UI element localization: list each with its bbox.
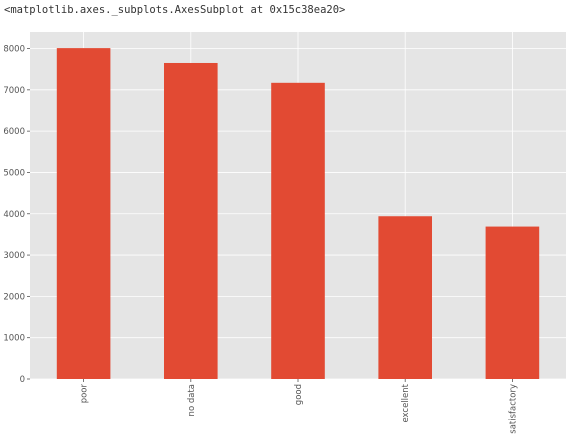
y-tick-label: 0	[20, 375, 25, 385]
x-tick-label: excellent	[401, 383, 411, 422]
x-tick-label: no data	[187, 384, 197, 416]
x-tick-label: good	[294, 384, 304, 405]
bar-no-data	[164, 62, 218, 379]
y-tick-label: 4000	[3, 210, 25, 220]
bars	[56, 48, 540, 379]
x-axis-ticks: poor no data good excellent satisfactory	[80, 379, 518, 434]
x-tick-label: poor	[80, 384, 90, 404]
bar-good	[271, 82, 325, 379]
y-tick-label: 8000	[3, 45, 25, 55]
output-repr-text: <matplotlib.axes._subplots.AxesSubplot a…	[4, 4, 346, 16]
y-tick-label: 6000	[3, 127, 25, 137]
y-tick-label: 3000	[3, 251, 25, 261]
y-tick-label: 7000	[3, 86, 25, 96]
y-tick-label: 1000	[3, 334, 25, 344]
y-tick-label: 5000	[3, 168, 25, 178]
bar-excellent	[378, 216, 432, 379]
bar-satisfactory	[485, 226, 540, 379]
y-axis-ticks: 0 1000 2000 3000 4000 5000 6000 7000 8000	[3, 45, 30, 385]
x-tick-label: satisfactory	[508, 384, 518, 434]
y-tick-label: 2000	[3, 292, 25, 302]
bar-poor	[56, 48, 111, 379]
